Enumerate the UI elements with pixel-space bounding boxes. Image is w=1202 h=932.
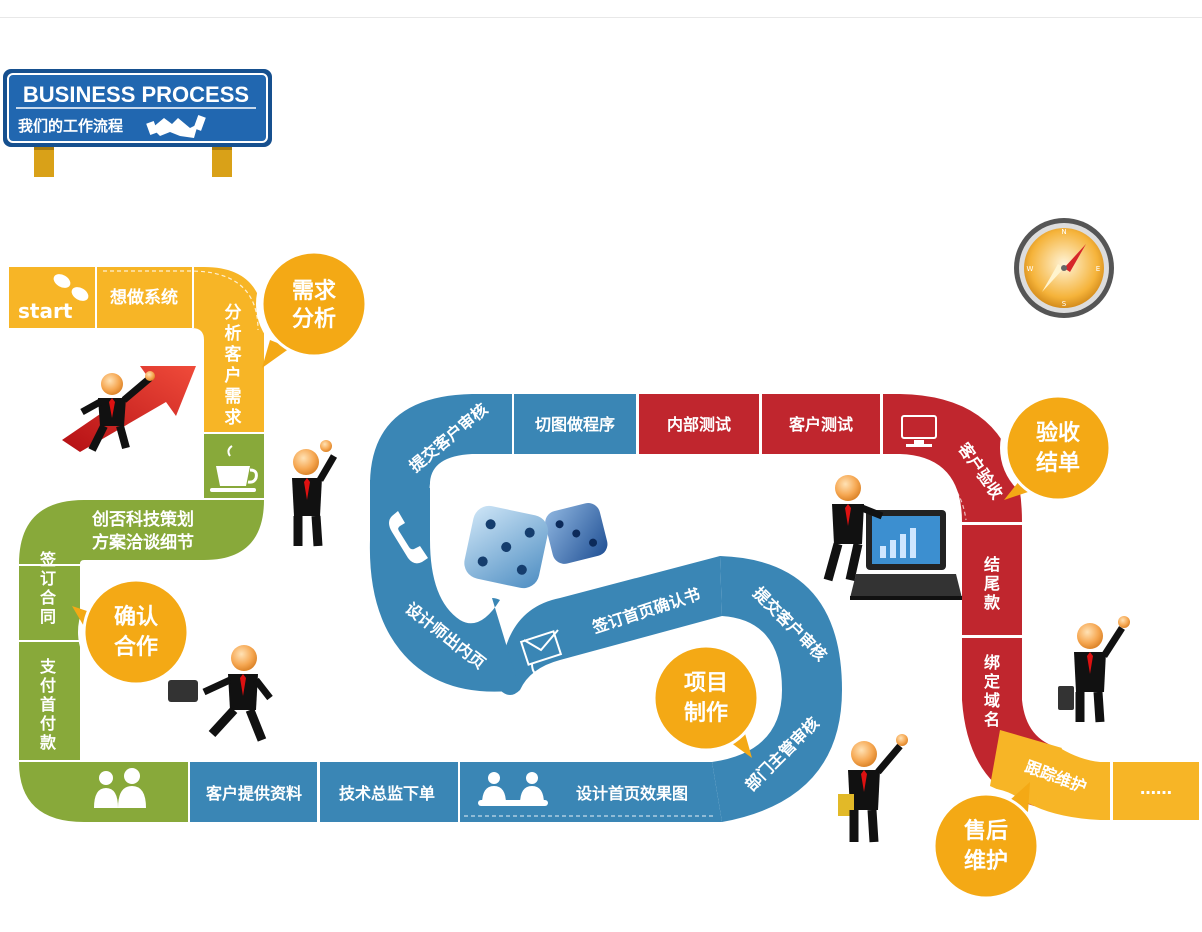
svg-text:域: 域 bbox=[984, 691, 1000, 710]
handshake-icon bbox=[146, 114, 206, 138]
svg-text:绑: 绑 bbox=[984, 653, 1000, 672]
bubble-acceptance: 验收 结单 bbox=[1000, 390, 1116, 506]
coffee-cup-icon bbox=[210, 445, 258, 492]
client-materials-label: 客户提供资料 bbox=[206, 784, 302, 803]
svg-text:确认: 确认 bbox=[114, 604, 158, 630]
client-test-label: 客户测试 bbox=[789, 415, 853, 434]
svg-text:支: 支 bbox=[39, 657, 57, 676]
svg-text:验收: 验收 bbox=[1036, 420, 1080, 446]
svg-text:同: 同 bbox=[40, 607, 56, 626]
laptop-icon bbox=[850, 510, 962, 600]
svg-text:订: 订 bbox=[40, 569, 56, 588]
svg-text:签: 签 bbox=[39, 550, 57, 569]
compass-icon: N S W E bbox=[1014, 218, 1114, 318]
bubble-needs-analysis: 需求 分析 bbox=[256, 246, 372, 368]
analyze-needs-label: 分 析 客 户 需 求 bbox=[224, 303, 243, 428]
contract-label: 签 订 合 同 bbox=[39, 550, 57, 626]
svg-text:户: 户 bbox=[225, 365, 242, 386]
svg-text:尾: 尾 bbox=[984, 574, 1000, 593]
businessman-figure-4 bbox=[823, 475, 884, 582]
bubble-confirm-cooperation: 确认 合作 bbox=[72, 574, 194, 690]
svg-text:款: 款 bbox=[40, 733, 57, 752]
svg-text:需求: 需求 bbox=[292, 279, 336, 304]
svg-text:W: W bbox=[1027, 265, 1034, 273]
svg-text:结单: 结单 bbox=[1036, 450, 1080, 476]
tech-order-label: 技术总监下单 bbox=[339, 784, 435, 803]
proposal-label-1: 创否科技策划 bbox=[91, 509, 194, 530]
slice-code-label: 切图做程序 bbox=[535, 415, 615, 434]
svg-text:名: 名 bbox=[984, 710, 1000, 729]
svg-text:合作: 合作 bbox=[114, 634, 158, 660]
businessman-figure-5 bbox=[838, 734, 908, 843]
yellow-track bbox=[9, 267, 264, 432]
svg-text:合: 合 bbox=[40, 588, 57, 607]
rising-arrow-icon bbox=[62, 366, 196, 452]
svg-text:结: 结 bbox=[983, 555, 1000, 574]
internal-test-label: 内部测试 bbox=[667, 415, 731, 434]
more-label: …… bbox=[1140, 779, 1172, 798]
meeting-icon bbox=[478, 772, 548, 806]
svg-text:分: 分 bbox=[225, 303, 242, 323]
prepayment-label: 支 付 首 付 款 bbox=[39, 657, 57, 752]
svg-text:分析: 分析 bbox=[292, 307, 336, 332]
homepage-design-label: 设计首页效果图 bbox=[576, 784, 688, 803]
svg-text:S: S bbox=[1062, 300, 1067, 308]
svg-text:首: 首 bbox=[40, 695, 56, 714]
envelope-icon bbox=[519, 629, 563, 679]
proposal-label-2: 方案洽谈细节 bbox=[92, 532, 194, 553]
businessman-figure-2 bbox=[292, 440, 338, 547]
idea-label: 想做系统 bbox=[110, 287, 178, 308]
dice-icon bbox=[464, 503, 608, 589]
svg-text:E: E bbox=[1096, 265, 1100, 273]
businessman-figure-6 bbox=[1058, 616, 1130, 723]
people-icon bbox=[94, 768, 146, 808]
sign-title: BUSINESS PROCESS bbox=[23, 82, 249, 107]
businessman-figure-3 bbox=[168, 645, 273, 742]
svg-text:N: N bbox=[1061, 228, 1066, 236]
svg-text:制作: 制作 bbox=[684, 701, 728, 726]
phone-icon bbox=[389, 511, 428, 564]
svg-text:需: 需 bbox=[225, 387, 242, 407]
final-yellow-track bbox=[990, 730, 1199, 820]
svg-text:维护: 维护 bbox=[964, 848, 1008, 874]
start-label: start bbox=[18, 299, 73, 323]
blue-track bbox=[190, 394, 842, 822]
bind-domain-label: 绑 定 域 名 bbox=[983, 653, 1000, 729]
business-process-sign: BUSINESS PROCESS 我们的工作流程 bbox=[3, 69, 272, 177]
svg-text:析: 析 bbox=[225, 323, 242, 344]
svg-text:客: 客 bbox=[224, 344, 243, 365]
sign-subtitle: 我们的工作流程 bbox=[18, 117, 123, 135]
bubble-project-production: 项目 制作 bbox=[648, 640, 764, 758]
bubble-after-sales: 售后 维护 bbox=[928, 782, 1044, 904]
footprints-icon bbox=[53, 274, 89, 301]
final-payment-label: 结 尾 款 bbox=[983, 555, 1001, 612]
svg-text:售后: 售后 bbox=[964, 818, 1008, 844]
computer-icon bbox=[901, 415, 937, 447]
businessman-figure-1 bbox=[80, 371, 155, 452]
svg-text:求: 求 bbox=[225, 407, 242, 428]
svg-text:项目: 项目 bbox=[684, 671, 728, 696]
svg-text:款: 款 bbox=[984, 593, 1001, 612]
svg-text:付: 付 bbox=[40, 676, 56, 695]
top-divider bbox=[0, 17, 1202, 18]
svg-text:定: 定 bbox=[983, 672, 1000, 691]
svg-text:付: 付 bbox=[40, 714, 56, 733]
